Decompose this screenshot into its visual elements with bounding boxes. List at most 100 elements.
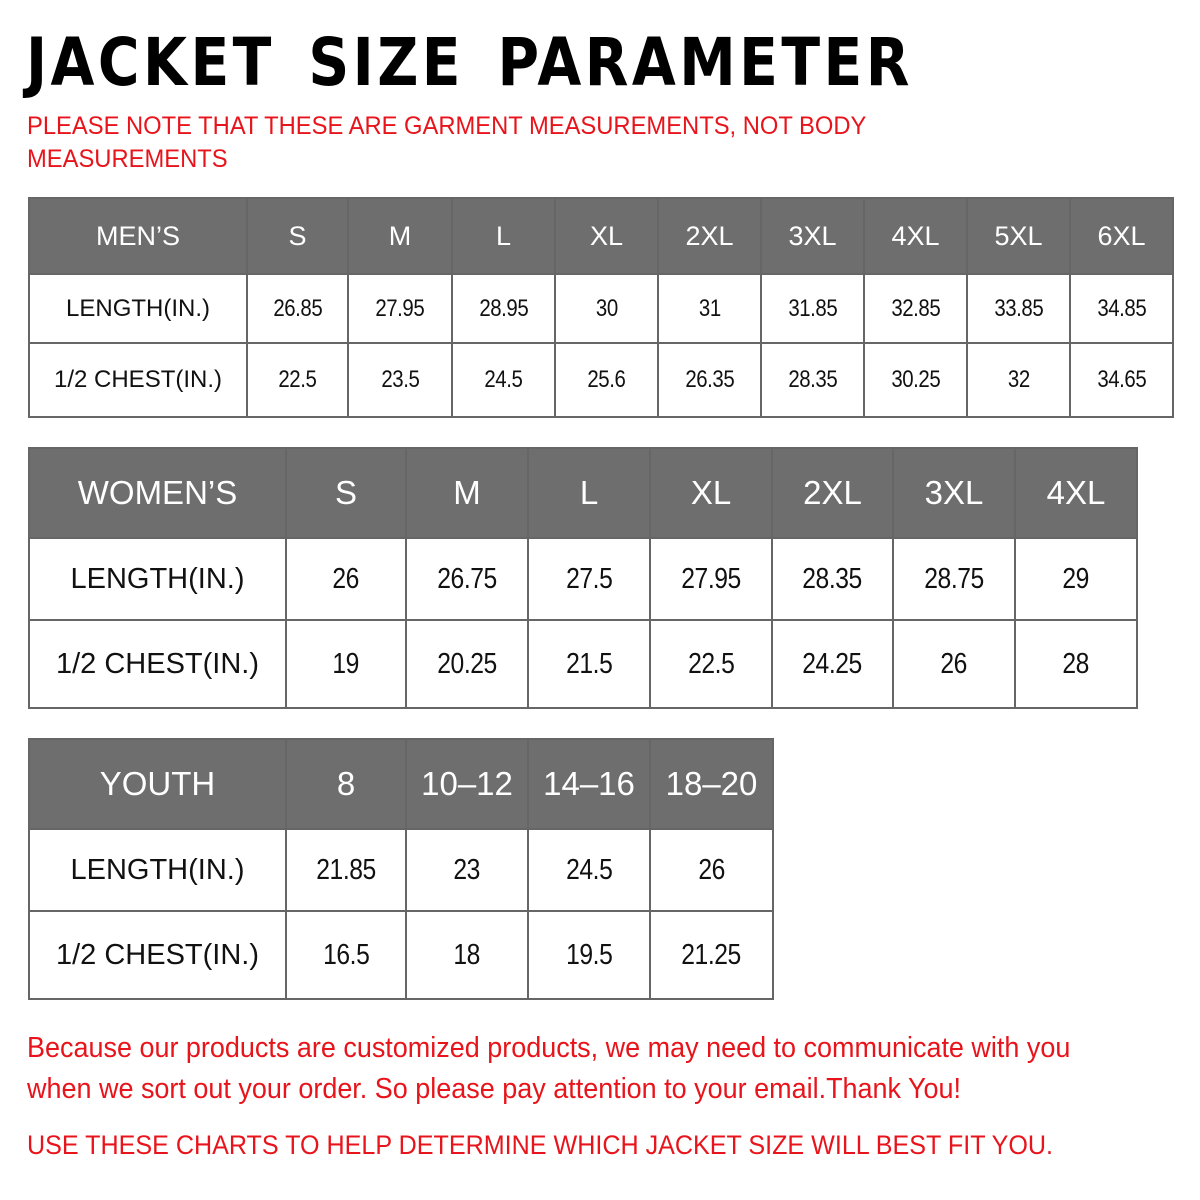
measurement-cell: 29 xyxy=(1014,537,1138,621)
measurement-cell: 24.5 xyxy=(451,342,556,418)
measurement-value: 24.5 xyxy=(484,366,523,393)
size-header: 2XL xyxy=(657,197,762,275)
measurement-value: 19 xyxy=(332,647,360,680)
measurement-cell: 27.95 xyxy=(649,537,773,621)
measurement-value: 16.5 xyxy=(322,938,370,971)
size-header: 6XL xyxy=(1069,197,1174,275)
category-header: WOMEN’S xyxy=(28,447,287,539)
measurement-value: 21.5 xyxy=(565,647,613,680)
youth-size-table: YOUTH 8 10–12 14–16 18–20 LENGTH(IN.) 21.85 23 2… xyxy=(28,738,774,1000)
measurement-cell: 22.5 xyxy=(246,342,349,418)
measurement-value: 33.85 xyxy=(994,294,1043,322)
table-row: LENGTH(IN.) 21.85 23 24.5 26 xyxy=(28,828,774,912)
measurement-value: 30.25 xyxy=(891,366,940,393)
measurement-value: 26.85 xyxy=(273,294,322,322)
measurement-value: 27.95 xyxy=(681,562,741,595)
size-header: M xyxy=(405,447,529,539)
size-header: 14–16 xyxy=(527,738,651,830)
header-row: WOMEN’S S M L XL 2XL 3XL 4XL xyxy=(28,447,1138,539)
size-header: 5XL xyxy=(966,197,1071,275)
measurement-cell: 24.25 xyxy=(771,619,894,709)
measurement-value: 21.85 xyxy=(316,853,376,886)
header-row: MEN’S S M L XL 2XL 3XL 4XL 5XL 6XL xyxy=(28,197,1174,275)
measurement-note: PLEASE NOTE THAT THESE ARE GARMENT MEASU… xyxy=(27,112,866,173)
measurement-value: 26 xyxy=(332,562,360,595)
size-header: S xyxy=(246,197,349,275)
size-header: L xyxy=(451,197,556,275)
size-header: M xyxy=(347,197,453,275)
measurement-cell: 28.95 xyxy=(451,273,556,344)
measurement-cell: 28.35 xyxy=(771,537,894,621)
measurement-cell: 21.85 xyxy=(285,828,407,912)
measurement-value: 26 xyxy=(940,647,968,680)
measurement-cell: 20.25 xyxy=(405,619,529,709)
measurement-value: 34.85 xyxy=(1097,294,1146,322)
page-title: JACKET SIZE PARAMETER xyxy=(26,24,913,101)
measurement-value: 25.6 xyxy=(587,366,626,393)
measurement-label: LENGTH(IN.) xyxy=(28,537,287,621)
measurement-label: 1/2 CHEST(IN.) xyxy=(28,342,248,418)
measurement-cell: 30.25 xyxy=(863,342,968,418)
size-header: XL xyxy=(649,447,773,539)
measurement-value: 30 xyxy=(595,294,618,322)
measurement-cell: 28.75 xyxy=(892,537,1016,621)
measurement-value: 29 xyxy=(1062,562,1090,595)
measurement-label: 1/2 CHEST(IN.) xyxy=(28,619,287,709)
table-row: LENGTH(IN.) 26.85 27.95 28.95 30 31 31.85 32.85… xyxy=(28,273,1174,344)
category-header: YOUTH xyxy=(28,738,287,830)
measurement-value: 19.5 xyxy=(565,938,613,971)
table-row: LENGTH(IN.) 26 26.75 27.5 27.95 28.35 28.75 29 xyxy=(28,537,1138,621)
women-size-table: WOMEN’S S M L XL 2XL 3XL 4XL LENGTH(IN.) 26 26.75 2… xyxy=(28,447,1138,709)
measurement-label: 1/2 CHEST(IN.) xyxy=(28,910,287,1000)
table-row: 1/2 CHEST(IN.) 19 20.25 21.5 22.5 24.25 26 28 xyxy=(28,619,1138,709)
measurement-value: 32.85 xyxy=(891,294,940,322)
measurement-value: 28.75 xyxy=(924,562,984,595)
men-size-table: MEN’S S M L XL 2XL 3XL 4XL 5XL 6XL LENGTH(IN.) 26.8… xyxy=(28,197,1174,418)
measurement-value: 20.25 xyxy=(437,647,497,680)
size-header: 8 xyxy=(285,738,407,830)
size-instruction: USE THESE CHARTS TO HELP DETERMINE WHICH… xyxy=(27,1130,1054,1160)
measurement-cell: 19 xyxy=(285,619,407,709)
measurement-label: LENGTH(IN.) xyxy=(28,828,287,912)
measurement-cell: 26.35 xyxy=(657,342,762,418)
measurement-cell: 23 xyxy=(405,828,529,912)
measurement-value: 24.5 xyxy=(565,853,613,886)
measurement-cell: 34.65 xyxy=(1069,342,1174,418)
measurement-cell: 27.5 xyxy=(527,537,651,621)
measurement-value: 23 xyxy=(453,853,481,886)
size-header: 3XL xyxy=(760,197,865,275)
measurement-cell: 19.5 xyxy=(527,910,651,1000)
size-header: 10–12 xyxy=(405,738,529,830)
category-header: MEN’S xyxy=(28,197,248,275)
measurement-value: 32 xyxy=(1007,366,1030,393)
size-header: 3XL xyxy=(892,447,1016,539)
measurement-cell: 26 xyxy=(285,537,407,621)
table-row: 1/2 CHEST(IN.) 22.5 23.5 24.5 25.6 26.35 28.35… xyxy=(28,342,1174,418)
measurement-cell: 22.5 xyxy=(649,619,773,709)
measurement-value: 26 xyxy=(698,853,725,886)
size-header: XL xyxy=(554,197,659,275)
measurement-cell: 21.25 xyxy=(649,910,774,1000)
measurement-value: 21.25 xyxy=(681,938,742,971)
size-header: L xyxy=(527,447,651,539)
measurement-value: 31.85 xyxy=(788,294,837,322)
measurement-value: 22.5 xyxy=(687,647,735,680)
measurement-value: 27.95 xyxy=(375,294,425,322)
measurement-cell: 27.95 xyxy=(347,273,453,344)
measurement-value: 34.65 xyxy=(1097,366,1146,393)
measurement-value: 24.25 xyxy=(802,647,863,680)
measurement-cell: 21.5 xyxy=(527,619,651,709)
measurement-cell: 32 xyxy=(966,342,1071,418)
measurement-value: 28.95 xyxy=(479,294,528,322)
measurement-cell: 26.85 xyxy=(246,273,349,344)
measurement-value: 22.5 xyxy=(278,366,317,393)
table-row: 1/2 CHEST(IN.) 16.5 18 19.5 21.25 xyxy=(28,910,774,1000)
measurement-cell: 34.85 xyxy=(1069,273,1174,344)
measurement-value: 27.5 xyxy=(565,562,613,595)
measurement-cell: 33.85 xyxy=(966,273,1071,344)
measurement-value: 23.5 xyxy=(380,366,420,393)
size-header: 2XL xyxy=(771,447,894,539)
customization-message: Because our products are customized prod… xyxy=(27,1032,1071,1105)
measurement-cell: 16.5 xyxy=(285,910,407,1000)
measurement-cell: 28.35 xyxy=(760,342,865,418)
